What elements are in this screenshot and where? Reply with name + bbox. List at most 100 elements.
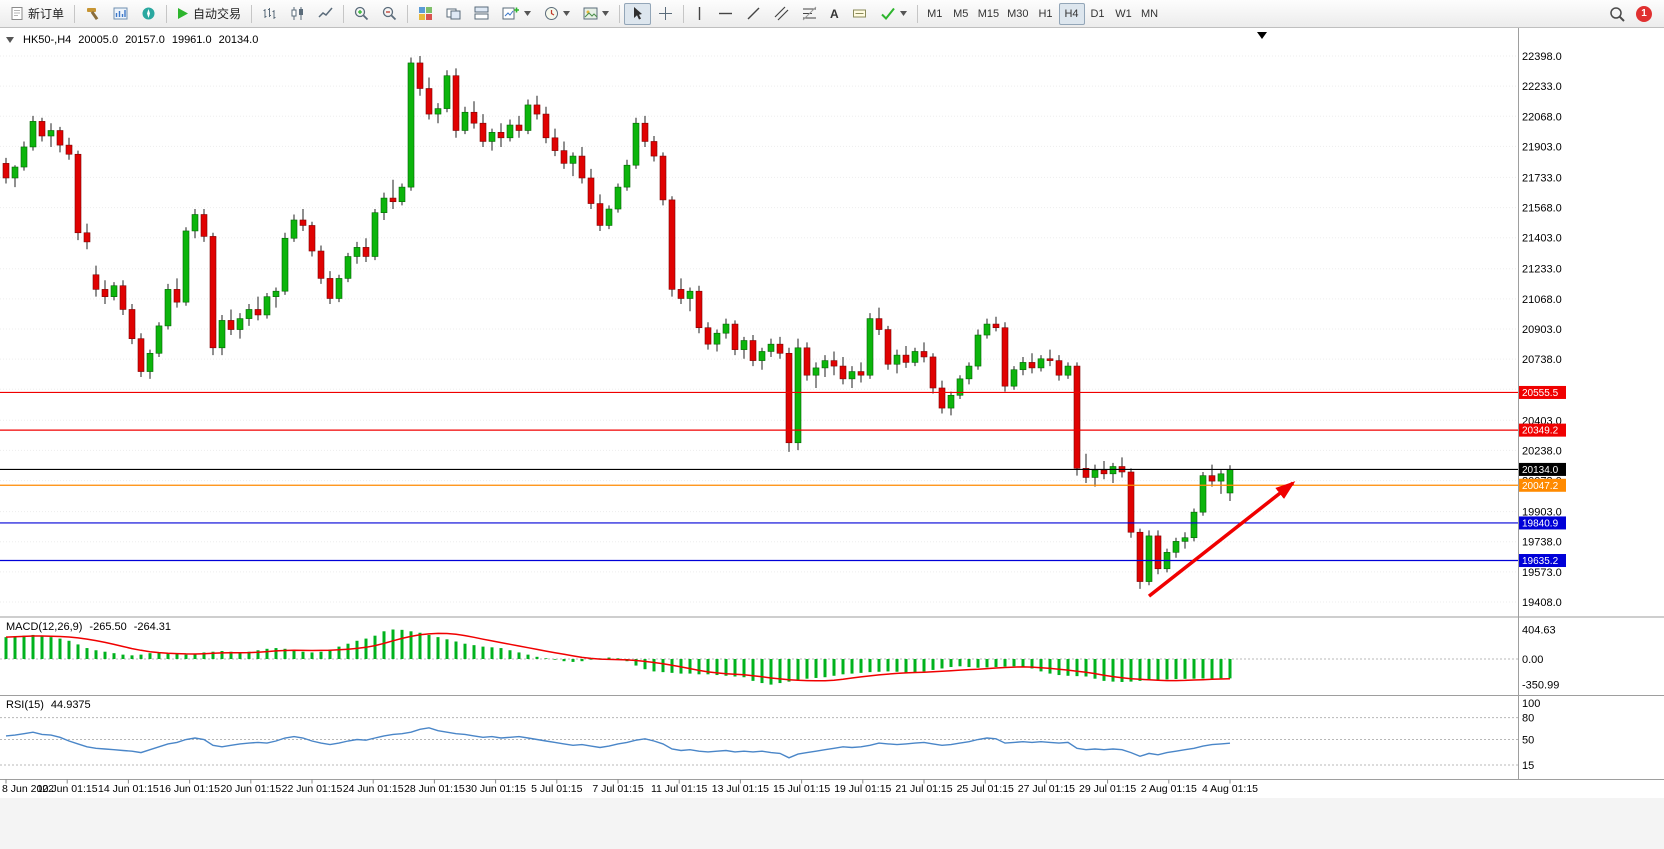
svg-text:21733.0: 21733.0 (1522, 172, 1562, 184)
price-axis[interactable]: 22398.0 22233.0 22068.0 21903.0 21733.0 21568… (1522, 51, 1562, 772)
trendline-icon (747, 7, 760, 20)
macd-name: MACD(12,26,9) (6, 621, 83, 633)
chevron-down-icon (524, 11, 532, 16)
svg-text:404.63: 404.63 (1522, 625, 1556, 637)
svg-text:22 Jun 01:15: 22 Jun 01:15 (282, 783, 343, 795)
svg-text:22398.0: 22398.0 (1522, 51, 1562, 63)
vertical-line-button[interactable] (688, 3, 711, 25)
separator (619, 4, 621, 23)
chart-canvas[interactable]: 22398.0 22233.0 22068.0 21903.0 21733.0 21568… (0, 28, 1664, 849)
annotation-arrow[interactable] (1147, 481, 1296, 598)
svg-text:20903.0: 20903.0 (1522, 324, 1562, 336)
svg-text:27 Jul 01:15: 27 Jul 01:15 (1018, 783, 1075, 795)
text-button[interactable]: A (824, 3, 845, 25)
svg-text:20047.2: 20047.2 (1522, 481, 1559, 492)
label-icon (852, 9, 866, 18)
trendline-button[interactable] (740, 3, 767, 25)
candlestick-icon (291, 7, 304, 20)
candlestick-button[interactable] (284, 3, 311, 25)
svg-text:20349.2: 20349.2 (1522, 426, 1559, 437)
svg-text:100: 100 (1522, 698, 1540, 710)
shapes-button[interactable] (874, 3, 913, 25)
notification-badge[interactable]: 1 (1636, 5, 1652, 22)
macd-layer (4, 629, 1232, 685)
svg-text:29 Jul 01:15: 29 Jul 01:15 (1079, 783, 1136, 795)
label-button[interactable] (846, 3, 873, 25)
bar-chart-button[interactable] (256, 3, 283, 25)
chevron-down-icon (563, 11, 571, 16)
separator (166, 4, 168, 23)
tile-windows-button[interactable] (412, 3, 439, 25)
chart-region: 22398.0 22233.0 22068.0 21903.0 21733.0 21568… (0, 28, 1664, 849)
svg-text:-350.99: -350.99 (1522, 680, 1559, 692)
svg-text:50: 50 (1522, 735, 1534, 747)
clock-icon (545, 7, 559, 20)
svg-text:19738.0: 19738.0 (1522, 537, 1562, 549)
macd-value-signal: -264.31 (133, 621, 172, 633)
search-button[interactable] (1603, 3, 1631, 25)
svg-text:19 Jul 01:15: 19 Jul 01:15 (834, 783, 891, 795)
market-watch-button[interactable] (107, 3, 134, 25)
template-icon (583, 7, 598, 20)
new-order-label: 新订单 (28, 7, 65, 21)
separator (916, 4, 918, 23)
svg-text:20555.5: 20555.5 (1522, 388, 1559, 399)
hlines-layer[interactable] (0, 391, 1518, 562)
navigator-button[interactable] (135, 3, 162, 25)
rsi-layer (5, 727, 1231, 759)
timeframe-M30[interactable]: M30 (1003, 3, 1032, 25)
svg-text:21903.0: 21903.0 (1522, 141, 1562, 153)
timeframe-M15[interactable]: M15 (974, 3, 1003, 25)
timeframe-M1[interactable]: M1 (922, 3, 948, 25)
autotrading-button[interactable]: 自动交易 (171, 3, 247, 25)
new-chart-button[interactable] (496, 3, 537, 25)
chart-legend: HK50-,H4 20005.0 20157.0 19961.0 20134.0 (6, 34, 258, 46)
line-chart-button[interactable] (312, 3, 339, 25)
toolbar: 新订单 自动交易 (0, 0, 1664, 28)
horizontal-line-button[interactable] (712, 3, 739, 25)
arrange-windows-button[interactable] (468, 3, 495, 25)
crosshair-icon (659, 7, 673, 20)
new-order-icon (11, 7, 23, 20)
crosshair-button[interactable] (652, 3, 679, 25)
legend-low: 19961.0 (171, 34, 212, 46)
zoom-in-button[interactable] (348, 3, 375, 25)
svg-text:30 Jun 01:15: 30 Jun 01:15 (465, 783, 526, 795)
separator (251, 4, 253, 23)
channel-button[interactable] (768, 3, 795, 25)
timeframe-H1[interactable]: H1 (1033, 3, 1059, 25)
metaeditor-button[interactable] (79, 3, 106, 25)
svg-text:80: 80 (1522, 713, 1534, 725)
period-button[interactable] (538, 3, 576, 25)
svg-text:5 Jul 01:15: 5 Jul 01:15 (531, 783, 583, 795)
arrange-windows-icon (474, 6, 489, 20)
current-bar-marker (1257, 32, 1267, 39)
price-tags-layer: 20555.5 20349.2 20134.0 20047.2 19840.9 19635… (1519, 385, 1566, 568)
timeframe-W1[interactable]: W1 (1111, 3, 1137, 25)
vertical-line-icon (698, 7, 701, 20)
market-watch-icon (113, 7, 128, 20)
template-button[interactable] (577, 3, 615, 25)
chevron-down-icon (602, 11, 610, 16)
new-order-button[interactable]: 新订单 (4, 3, 70, 25)
timeframe-D1[interactable]: D1 (1085, 3, 1111, 25)
svg-text:20738.0: 20738.0 (1522, 354, 1562, 366)
cascade-windows-button[interactable] (440, 3, 467, 25)
timeframe-M5[interactable]: M5 (948, 3, 974, 25)
svg-text:20238.0: 20238.0 (1522, 445, 1562, 457)
svg-text:10 Jun 01:15: 10 Jun 01:15 (37, 783, 98, 795)
timeframe-H4[interactable]: H4 (1058, 2, 1085, 25)
timeframe-MN[interactable]: MN (1137, 3, 1163, 25)
fibonacci-button[interactable] (796, 3, 823, 25)
separator (74, 4, 76, 23)
grid-layer (0, 55, 1518, 766)
macd-value-main: -265.50 (89, 621, 127, 633)
line-chart-icon (318, 7, 333, 18)
cursor-button[interactable] (624, 2, 652, 25)
svg-text:21568.0: 21568.0 (1522, 203, 1562, 215)
quick-trade-toggle-icon[interactable] (6, 37, 14, 43)
zoom-out-button[interactable] (376, 3, 403, 25)
channel-icon (774, 6, 789, 21)
arrows-shapes-icon (880, 7, 895, 20)
